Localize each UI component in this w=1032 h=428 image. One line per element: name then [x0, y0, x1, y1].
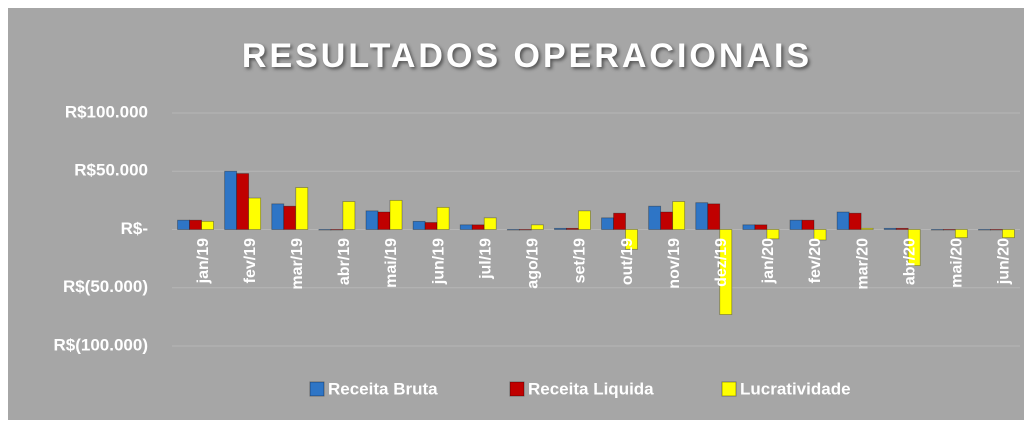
bar [177, 219, 190, 230]
x-tick-label: ago/19 [525, 238, 542, 289]
x-tick-label: mai/19 [383, 238, 400, 288]
bar [742, 224, 756, 230]
bar [424, 222, 438, 230]
x-tick-label: jul/19 [477, 238, 494, 280]
bar [801, 219, 815, 230]
bar [942, 229, 956, 231]
bar [1002, 229, 1015, 239]
bar [648, 205, 662, 230]
x-tick-label: abr/19 [336, 238, 353, 285]
bar [789, 219, 803, 230]
bar [672, 201, 686, 230]
x-tick-label: fev/20 [807, 238, 824, 283]
bar [754, 224, 768, 230]
bar [412, 220, 426, 230]
bar [189, 219, 202, 230]
chart-title: RESULTADOS OPERACIONAIS [242, 37, 812, 75]
bar [848, 212, 862, 230]
bar [459, 224, 473, 230]
y-tick-label: R$(50.000) [63, 277, 148, 296]
y-tick-label: R$- [121, 219, 148, 238]
bar [836, 211, 850, 230]
bar [907, 229, 921, 267]
bar [695, 202, 709, 230]
x-tick-label: jun/19 [430, 238, 447, 285]
bar [283, 205, 297, 230]
bar [566, 227, 579, 230]
legend-label: Lucratividade [740, 379, 851, 398]
legend-swatch [309, 381, 325, 397]
bar [954, 229, 968, 239]
bar [707, 203, 721, 230]
bar [318, 229, 332, 231]
bar [483, 217, 497, 230]
bar [601, 217, 614, 230]
bar [719, 229, 733, 315]
y-tick-label: R$(100.000) [53, 335, 148, 354]
bar [295, 187, 309, 230]
bar [248, 197, 262, 230]
x-tick-label: mar/20 [854, 238, 871, 290]
y-tick-label: R$100.000 [65, 102, 148, 121]
x-tick-label: jun/20 [996, 238, 1013, 285]
bar [377, 211, 391, 230]
x-tick-label: mai/20 [949, 238, 966, 288]
bar [813, 229, 827, 241]
x-tick-label: abr/20 [901, 238, 918, 285]
bar [201, 220, 214, 230]
bar [860, 227, 874, 230]
y-tick-label: R$50.000 [74, 161, 148, 180]
bar [990, 229, 1003, 231]
legend-label: Receita Bruta [328, 379, 438, 398]
legend-swatch [509, 381, 525, 397]
bar [506, 229, 520, 231]
bar [365, 210, 379, 230]
x-tick-label: nov/19 [666, 238, 683, 289]
bar [578, 210, 591, 230]
bar [625, 229, 638, 250]
x-tick-label: jan/20 [760, 238, 777, 284]
bar [330, 229, 344, 231]
bar [236, 173, 250, 230]
x-tick-label: mar/19 [289, 238, 306, 290]
bar [271, 203, 285, 230]
bar [389, 199, 403, 230]
x-tick-label: out/19 [619, 238, 636, 285]
bar [660, 211, 674, 230]
x-tick-label: dez/19 [713, 238, 730, 287]
bar [895, 227, 909, 230]
bar [930, 229, 944, 231]
bar [766, 229, 780, 240]
legend-swatch [721, 381, 737, 397]
bar [554, 227, 567, 230]
bar [518, 229, 532, 231]
bar [471, 224, 485, 230]
x-tick-label: set/19 [572, 238, 589, 283]
bar [530, 224, 544, 230]
bar [613, 212, 626, 230]
x-tick-label: fev/19 [242, 238, 259, 283]
bar [224, 170, 238, 230]
legend-label: Receita Liquida [528, 379, 654, 398]
bar [436, 206, 450, 230]
bar [978, 229, 991, 231]
x-tick-label: jan/19 [195, 238, 212, 284]
bar [342, 201, 356, 230]
bar [883, 227, 897, 230]
